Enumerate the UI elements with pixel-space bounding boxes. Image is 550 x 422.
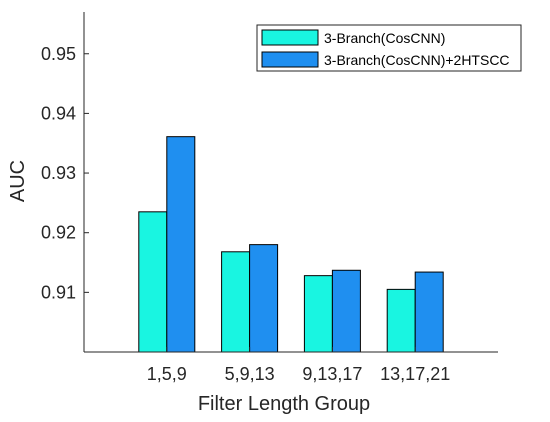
y-axis-title: AUC (7, 160, 29, 202)
x-axis-title: Filter Length Group (198, 393, 370, 415)
legend-label-series-2: 3-Branch(CosCNN)+2HTSCC (324, 52, 510, 68)
x-tick-label: 9,13,17 (302, 364, 362, 384)
legend-swatch-series-2 (261, 51, 319, 68)
bars-layer (138, 136, 444, 353)
y-tick-label: 0.93 (41, 163, 76, 183)
bar-series-2-1-5-9 (166, 136, 196, 353)
bar-series-1-9-13-17 (303, 275, 333, 353)
bar-series-1-5-9-13 (221, 251, 251, 353)
legend-swatch-series-1 (261, 29, 319, 46)
y-tick-label: 0.92 (41, 223, 76, 243)
legend-label-series-1: 3-Branch(CosCNN) (324, 30, 445, 46)
ticks-layer: 0.91 0.92 0.93 0.94 0.95 1,5,9 5,9,13 9,13,17 13… (41, 44, 450, 384)
bar-series-2-5-9-13 (249, 244, 279, 353)
axes-layer (83, 12, 498, 353)
x-tick-label: 1,5,9 (147, 364, 187, 384)
y-tick-label: 0.95 (41, 44, 76, 64)
bar-series-2-13-17-21 (414, 271, 444, 353)
bar-series-1-13-17-21 (386, 288, 416, 353)
y-tick-label: 0.91 (41, 282, 76, 302)
x-tick-label: 5,9,13 (225, 364, 275, 384)
y-tick-label: 0.94 (41, 103, 76, 123)
bar-series-2-9-13-17 (331, 269, 361, 353)
bar-series-1-1-5-9 (138, 211, 168, 353)
legend: 3-Branch(CosCNN) 3-Branch(CosCNN)+2HTSCC (256, 24, 522, 72)
x-tick-label: 13,17,21 (380, 364, 450, 384)
